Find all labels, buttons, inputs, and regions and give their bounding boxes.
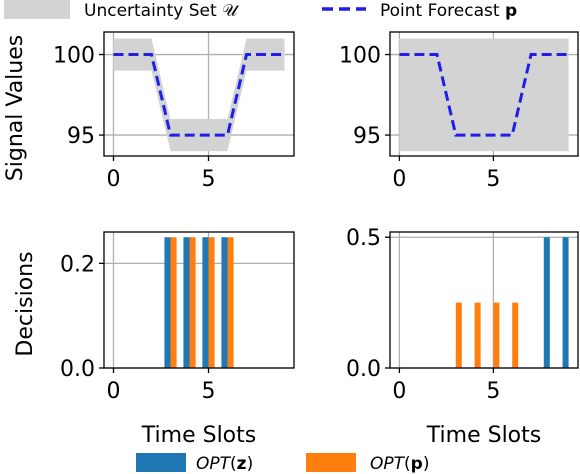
legend-top: Uncertainty Set 𝒰 Point Forecast p — [4, 0, 517, 21]
y-tick-label: 0.0 — [346, 357, 381, 382]
bar-opt-p — [474, 302, 481, 368]
bar-opt-p — [512, 302, 519, 368]
bar-opt-p — [170, 237, 177, 368]
x-tick-label: 0 — [392, 167, 406, 192]
axes-frame — [103, 231, 295, 369]
panel-bottom-right: 0 5 0.0 0.5 — [346, 226, 579, 404]
x-tick-label: 5 — [202, 167, 216, 192]
panel-top-left: 0 5 95 100 — [53, 31, 295, 192]
panel-top-right: 0 5 95 100 — [339, 31, 579, 192]
y-tick-label: 95 — [67, 124, 95, 149]
uncertainty-band — [399, 38, 569, 152]
y-tick-label: 0.2 — [60, 252, 95, 277]
bar-opt-p — [189, 237, 196, 368]
axes-frame — [103, 31, 295, 157]
y-tick-label: 100 — [53, 44, 95, 69]
axes-frame — [389, 31, 579, 157]
bar-opt-z — [543, 237, 550, 368]
bar-opt-z — [562, 237, 569, 368]
x-tick-label: 0 — [107, 167, 121, 192]
uncertainty-band — [113, 38, 285, 152]
legend-opt-z-label: OPT(z) — [196, 454, 253, 474]
bar-opt-z — [202, 237, 209, 368]
xlabel-time-slots-left: Time Slots — [141, 423, 256, 448]
y-tick-label: 0.0 — [60, 357, 95, 382]
bar-opt-p — [208, 237, 215, 368]
legend-band-swatch — [4, 0, 70, 19]
axes-frame — [389, 231, 579, 369]
x-tick-label: 0 — [107, 379, 121, 404]
legend-forecast-label: Point Forecast p — [380, 1, 517, 21]
bar-opt-p — [493, 302, 500, 368]
x-tick-label: 5 — [486, 379, 500, 404]
x-tick-label: 5 — [202, 379, 216, 404]
bar-opt-z — [164, 237, 171, 368]
x-tick-label: 5 — [486, 167, 500, 192]
legend-band-label: Uncertainty Set 𝒰 — [84, 1, 240, 21]
y-tick-label: 0.5 — [346, 226, 381, 251]
bar-opt-z — [221, 237, 228, 368]
legend-opt-p-label: OPT(p) — [370, 454, 429, 474]
bar-opt-p — [455, 302, 462, 368]
panel-bottom-left: 0 5 0.0 0.2 — [60, 231, 295, 404]
legend-opt-z-swatch — [136, 453, 186, 472]
y-tick-label: 95 — [353, 124, 381, 149]
ylabel-decisions: Decisions — [13, 251, 38, 356]
ylabel-signal-values: Signal Values — [3, 35, 28, 181]
legend-opt-p-swatch — [306, 453, 356, 472]
legend-bottom: OPT(z) OPT(p) — [136, 453, 429, 474]
bar-opt-z — [183, 237, 190, 368]
y-tick-label: 100 — [339, 44, 381, 69]
bar-opt-p — [227, 237, 234, 368]
xlabel-time-slots-right: Time Slots — [426, 423, 541, 448]
x-tick-label: 0 — [392, 379, 406, 404]
